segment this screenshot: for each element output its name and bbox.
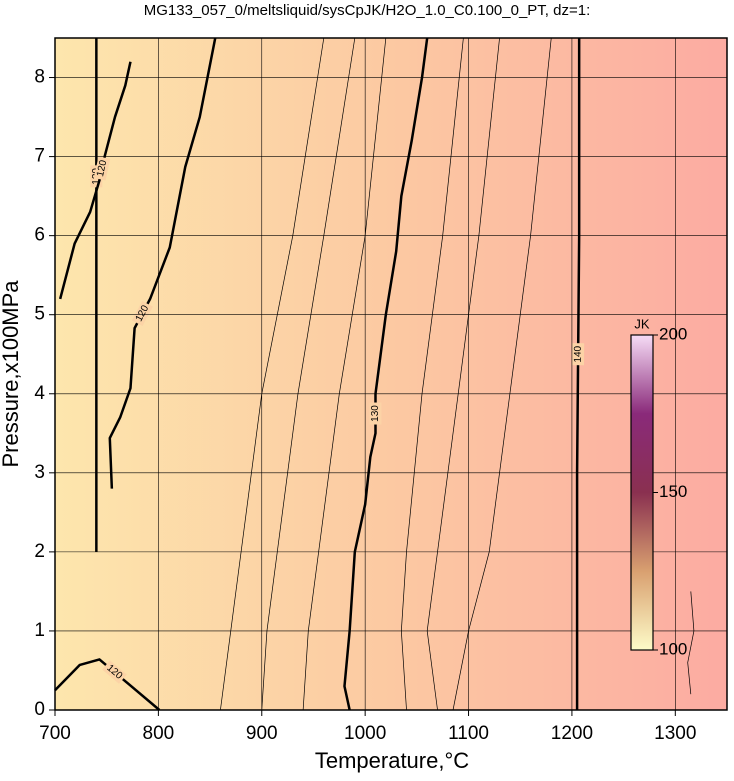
y-tick-label: 0 bbox=[34, 699, 45, 720]
contour-label-group: 120 bbox=[93, 156, 111, 181]
x-tick-label: 1300 bbox=[654, 723, 696, 744]
y-tick-label: 8 bbox=[34, 67, 45, 88]
y-tick-label: 7 bbox=[34, 146, 45, 167]
colorbar-label: JK bbox=[634, 316, 650, 331]
chart-title: MG133_057_0/meltsliquid/sysCpJK/H2O_1.0_… bbox=[144, 2, 591, 19]
contour-label-bg bbox=[131, 300, 153, 327]
plot-field bbox=[55, 38, 727, 710]
x-axis-label: Temperature,°C bbox=[315, 748, 469, 773]
y-axis-label: Pressure,x100MPa bbox=[0, 280, 23, 468]
x-tick-label: 900 bbox=[246, 723, 278, 744]
x-tick-label: 700 bbox=[39, 723, 71, 744]
contour-line bbox=[54, 658, 161, 711]
contour-label-bg bbox=[572, 343, 585, 366]
plot-frame bbox=[54, 37, 728, 711]
colorbar-tick-label: 100 bbox=[659, 639, 687, 658]
x-tick-label: 1000 bbox=[344, 723, 386, 744]
colorbar-tick-label: 200 bbox=[659, 324, 687, 343]
contour-label-bg bbox=[93, 156, 111, 181]
colorbar bbox=[630, 334, 654, 651]
y-tick-label: 1 bbox=[34, 620, 45, 641]
colorbar-tick-label: 150 bbox=[659, 482, 687, 501]
x-tick-label: 1200 bbox=[551, 723, 593, 744]
contour-label-group: 140 bbox=[572, 343, 585, 366]
contour-label-group: 130 bbox=[369, 402, 382, 425]
minor-contour bbox=[687, 591, 695, 695]
y-tick-label: 4 bbox=[34, 383, 45, 404]
contour-label: 130 bbox=[370, 405, 381, 422]
y-tick-label: 5 bbox=[34, 304, 45, 325]
contour-label: 120 bbox=[95, 159, 109, 178]
y-tick-label: 2 bbox=[34, 541, 45, 562]
y-tick-label: 6 bbox=[34, 225, 45, 246]
contour-label-bg bbox=[102, 660, 127, 684]
y-tick-label: 3 bbox=[34, 462, 45, 483]
x-tick-label: 1100 bbox=[448, 723, 489, 744]
x-tick-label: 800 bbox=[143, 723, 175, 744]
contour-label-bg bbox=[369, 402, 382, 425]
contour-label: 140 bbox=[573, 345, 584, 362]
